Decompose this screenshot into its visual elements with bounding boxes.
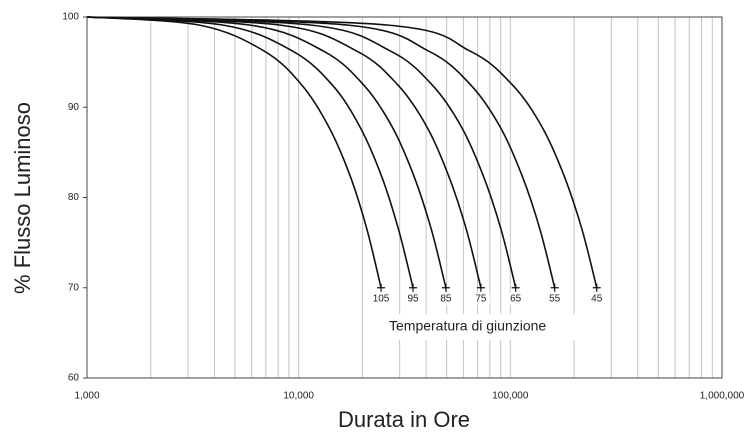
x-tick-label: 100,000 (492, 391, 529, 402)
label-background (436, 292, 455, 305)
curve (86, 16, 517, 288)
curve (86, 16, 556, 288)
end-marker (409, 283, 418, 292)
y-tick-label: 90 (68, 102, 80, 113)
end-marker (550, 283, 559, 292)
series-label: 65 (510, 293, 522, 304)
curve (86, 16, 482, 288)
y-tick-label: 80 (68, 192, 80, 203)
series-label: 95 (407, 293, 419, 304)
label-background (545, 292, 564, 305)
end-marker (592, 283, 601, 292)
end-marker (476, 283, 485, 292)
x-axis-title: Durata in Ore (338, 407, 470, 432)
series-label: 75 (475, 293, 487, 304)
y-tick-label: 60 (68, 373, 80, 384)
plot-frame (86, 16, 723, 379)
x-tick-label: 1,000,000 (700, 391, 745, 402)
curve (86, 16, 598, 288)
series-label: 55 (549, 293, 561, 304)
end-marker (441, 283, 450, 292)
x-tick-label: 10,000 (283, 391, 314, 402)
y-tick-label: 70 (68, 282, 80, 293)
label-background (471, 292, 490, 305)
annotation: Temperatura di giunzione (389, 318, 546, 334)
series-label: 105 (373, 293, 390, 304)
curve (86, 16, 447, 288)
annotation-background (386, 314, 600, 340)
y-tick-label: 100 (62, 12, 79, 23)
end-marker (377, 283, 386, 292)
label-background (372, 292, 391, 305)
series-label: 85 (440, 293, 452, 304)
curve (86, 16, 382, 288)
label-background (404, 292, 423, 305)
label-background (587, 292, 606, 305)
label-background (506, 292, 525, 305)
series-label: 45 (591, 293, 603, 304)
curve (86, 16, 414, 288)
x-tick-label: 1,000 (74, 391, 99, 402)
y-axis-title: % Flusso Luminoso (10, 102, 35, 294)
end-marker (511, 283, 520, 292)
